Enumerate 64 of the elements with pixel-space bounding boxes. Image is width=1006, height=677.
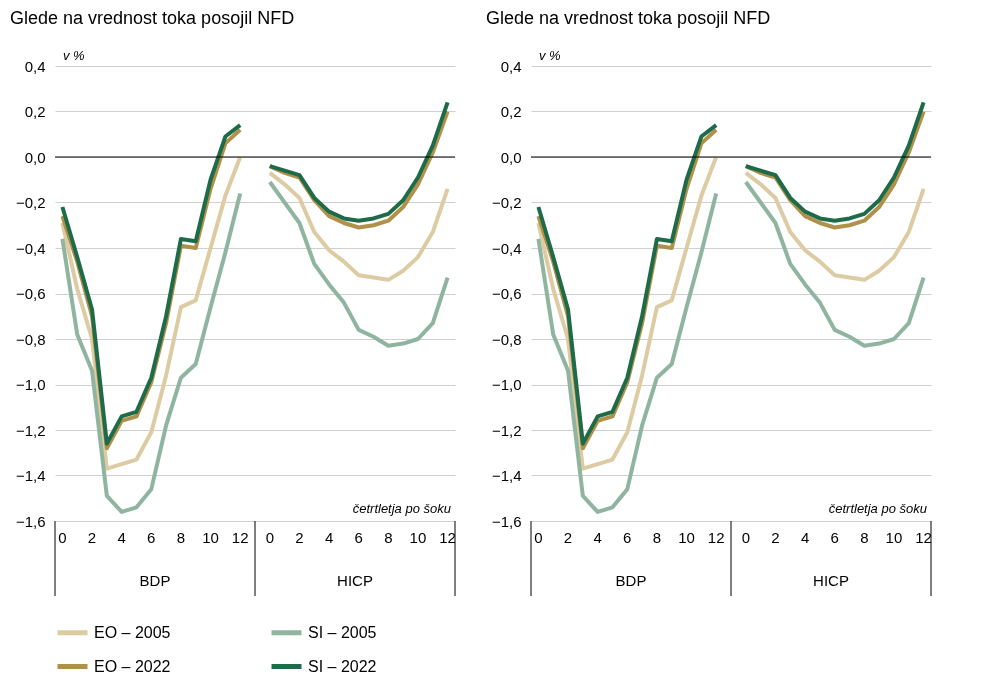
x-tick-label: 2: [87, 529, 97, 546]
text: BDP: [139, 572, 171, 589]
y-tick-label: −1,4: [491, 467, 522, 484]
y-tick-label: −0,6: [491, 285, 522, 302]
x-tick-label: 12: [707, 529, 725, 546]
x-tick-label: 0: [58, 529, 67, 546]
y-tick-label: −0,8: [15, 330, 46, 348]
y-tick-label: −0,8: [491, 330, 522, 348]
chart-title: Glede na vrednost toka posojil NFD: [486, 8, 771, 28]
x-tick-label: 0: [534, 529, 543, 546]
legend-label: SI – 2005: [308, 623, 377, 641]
x-tick-label: 12: [231, 529, 249, 546]
x-tick-label: 6: [147, 529, 156, 546]
x-tick-label: 8: [860, 529, 869, 546]
y-tick-label: −0,6: [15, 285, 46, 302]
y-tick-label: −1,2: [15, 421, 46, 439]
x-tick-label: 10: [202, 529, 219, 546]
x-tick-label: 4: [117, 529, 126, 546]
y-tick-label: 0,0: [500, 148, 522, 166]
x-tick-label: 6: [623, 529, 632, 546]
y-tick-label: −1,6: [491, 512, 522, 530]
x-tick-label: 6: [830, 529, 839, 546]
x-tick-label: 12: [439, 529, 456, 546]
y-tick-label: −0,2: [15, 194, 46, 211]
x-tick-label: 8: [652, 529, 662, 546]
x-tick-label: 12: [915, 529, 932, 546]
x-tick-label: 2: [771, 529, 780, 546]
y-tick-label: 0,2: [24, 103, 46, 120]
chart-title: Glede na vrednost toka posojil NFD: [10, 8, 295, 28]
x-tick-label: 4: [593, 529, 602, 546]
x-tick-label: 8: [384, 529, 393, 546]
y-tick-label: −1,6: [15, 512, 46, 530]
text: HICP: [337, 572, 373, 589]
legend-label: SI – 2022: [308, 657, 377, 675]
x-tick-label: 2: [563, 529, 573, 546]
y-tick-label: −1,2: [491, 421, 522, 439]
x-tick-label: 10: [678, 529, 695, 546]
y-tick-label: −0,4: [15, 239, 46, 257]
x-tick-label: 0: [265, 529, 274, 546]
y-tick-label: −0,4: [491, 239, 522, 257]
x-tick-label: 0: [741, 529, 750, 546]
x-axis-title: četrtletja po šoku: [828, 501, 927, 516]
x-tick-label: 2: [295, 529, 304, 546]
y-tick-label: −1,4: [15, 467, 46, 484]
x-tick-label: 6: [354, 529, 363, 546]
text: BDP: [615, 572, 647, 589]
y-axis-title: v %: [63, 48, 85, 63]
x-tick-label: 10: [409, 529, 427, 546]
y-tick-label: 0,4: [500, 57, 522, 75]
legend-label: EO – 2005: [94, 623, 171, 641]
x-axis-title: četrtletja po šoku: [352, 501, 451, 516]
y-tick-label: 0,0: [24, 148, 46, 166]
y-axis-title: v %: [539, 48, 561, 63]
y-tick-label: 0,2: [500, 103, 522, 120]
x-tick-label: 4: [324, 529, 334, 546]
y-tick-label: −1,0: [15, 376, 46, 393]
y-tick-label: 0,4: [24, 57, 46, 75]
y-tick-label: −1,0: [491, 376, 522, 393]
y-tick-label: −0,2: [491, 194, 522, 211]
x-tick-label: 10: [885, 529, 903, 546]
x-tick-label: 8: [176, 529, 186, 546]
text: HICP: [813, 572, 849, 589]
legend-label: EO – 2022: [94, 657, 171, 675]
x-tick-label: 4: [800, 529, 810, 546]
